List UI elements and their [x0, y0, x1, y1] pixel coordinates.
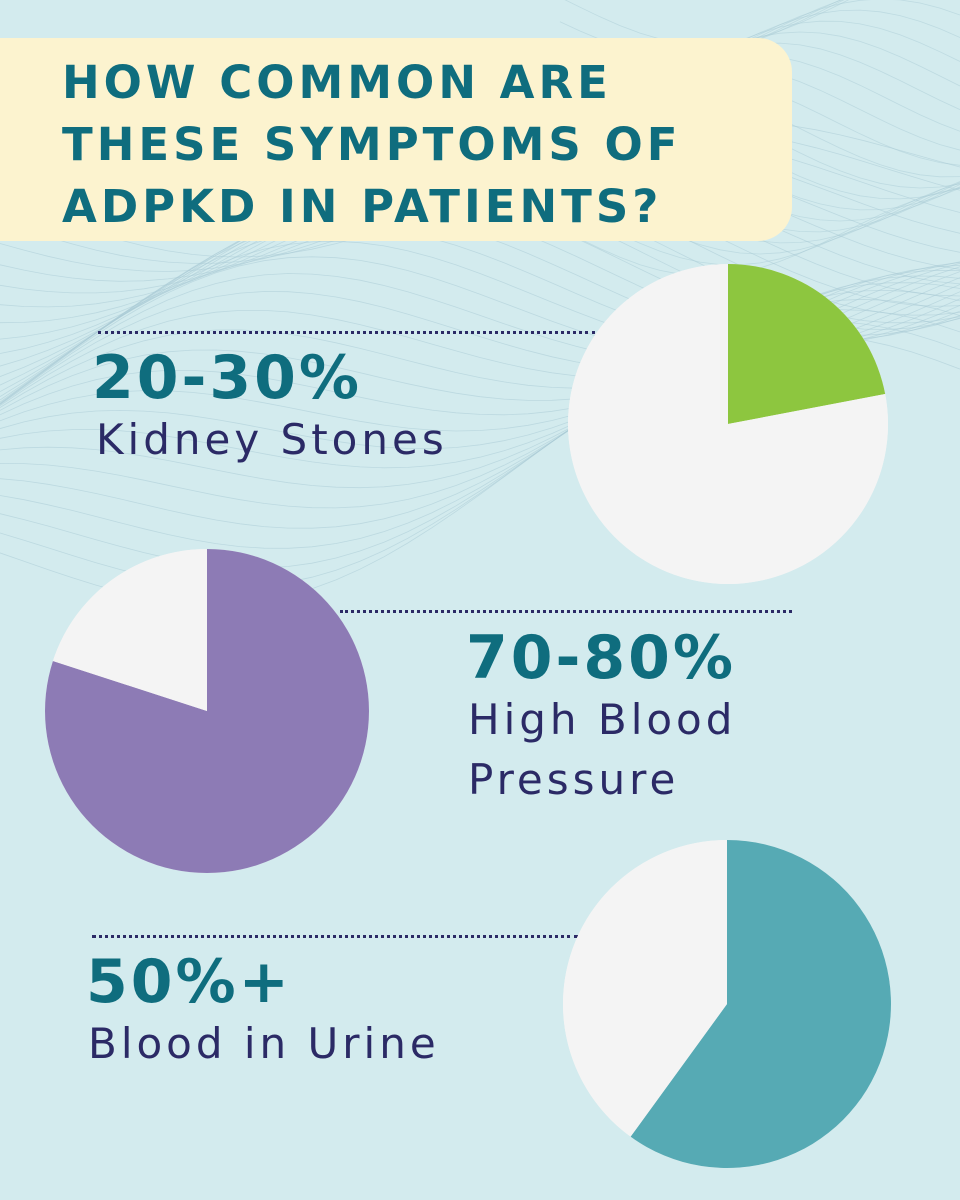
title-band	[0, 38, 792, 241]
pie-slice-symptom	[728, 264, 886, 424]
pie-chart-kidney-stones	[568, 264, 889, 584]
mesh-wave	[564, 0, 850, 46]
percent-label-high-blood-pressure: 70-80%	[466, 623, 737, 693]
pie-slice-remainder	[568, 264, 889, 584]
pie-chart-blood-in-urine	[562, 840, 891, 1168]
dotted-divider-kidney-stones	[98, 331, 595, 334]
dotted-divider-blood-in-urine	[92, 935, 578, 938]
symptom-label-high-blood-pressure: High Blood Pressure	[468, 695, 737, 804]
symptom-label-blood-in-urine: Blood in Urine	[88, 1019, 440, 1068]
pie-slice-remainder	[562, 840, 727, 1137]
pie-slice-symptom	[45, 549, 370, 874]
symptom-label-kidney-stones: Kidney Stones	[96, 415, 448, 464]
pie-slice-symptom	[630, 840, 891, 1168]
pie-chart-high-blood-pressure	[45, 549, 370, 874]
percent-label-blood-in-urine: 50%+	[86, 947, 292, 1017]
pie-slice-remainder	[52, 549, 208, 711]
dotted-divider-high-blood-pressure	[340, 610, 792, 613]
page-title: HOW COMMON ARE THESE SYMPTOMS OF ADPKD I…	[62, 56, 682, 233]
percent-label-kidney-stones: 20-30%	[92, 343, 363, 413]
